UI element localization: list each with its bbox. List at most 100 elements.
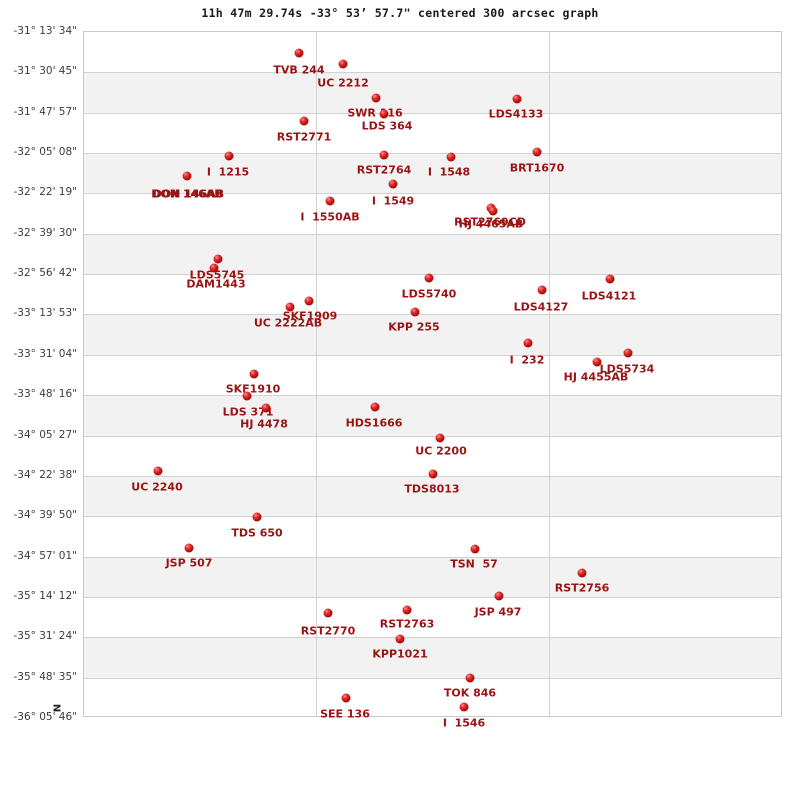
star-point[interactable] (592, 357, 602, 367)
star-point[interactable] (470, 544, 480, 554)
star-point[interactable] (379, 109, 389, 119)
star-label[interactable]: JSP 497 (474, 605, 522, 619)
star-point[interactable] (494, 591, 504, 601)
star-point[interactable] (523, 338, 533, 348)
star-label[interactable]: UC 2240 (131, 480, 183, 494)
star-point[interactable] (341, 693, 351, 703)
star-point[interactable] (395, 634, 405, 644)
star-point[interactable] (465, 673, 475, 683)
star-label[interactable]: LDS 364 (361, 119, 413, 133)
star-point[interactable] (209, 263, 219, 273)
star-point[interactable] (605, 274, 615, 284)
star-point[interactable] (424, 273, 434, 283)
star-point[interactable] (224, 151, 234, 161)
star-label[interactable]: HJ 4455AB (563, 370, 629, 384)
star-label[interactable]: RST2764 (356, 163, 412, 177)
star-point[interactable] (252, 512, 262, 522)
star-point[interactable] (184, 543, 194, 553)
band-row (84, 637, 781, 678)
star-label[interactable]: I 1546 (442, 716, 486, 730)
star-label[interactable]: TOK 846 (443, 686, 497, 700)
band-row (84, 556, 781, 597)
star-label[interactable]: RST2769CD (454, 215, 526, 229)
star-point[interactable] (153, 466, 163, 476)
grid-hline (84, 556, 781, 558)
star-point[interactable] (532, 147, 542, 157)
star-label[interactable]: RST2763 (379, 617, 435, 631)
star-label[interactable]: LDS5734 (599, 362, 655, 376)
star-label[interactable]: I 1549 (371, 194, 415, 208)
star-label[interactable]: SWR 116 (347, 106, 403, 120)
star-label[interactable]: KPP 255 (388, 320, 440, 334)
star-label[interactable]: I 1215 (206, 165, 250, 179)
decl-tick-label: -33° 31' 04" (13, 347, 77, 360)
grid-hline (84, 354, 781, 356)
star-label[interactable]: KPP1021 (372, 647, 428, 661)
star-label[interactable]: TDS8013 (404, 482, 460, 496)
star-label[interactable]: TVB 244 (273, 63, 325, 77)
star-label[interactable]: UC 2200 (415, 444, 467, 458)
decl-tick-label: -34° 05' 27" (13, 428, 77, 441)
star-label[interactable]: DAM1443 (186, 277, 246, 291)
star-point[interactable] (537, 285, 547, 295)
star-label[interactable]: HJ 4478 (240, 417, 288, 431)
star-point[interactable] (249, 369, 259, 379)
grid-hline (84, 193, 781, 195)
star-point[interactable] (410, 307, 420, 317)
band-row (84, 233, 781, 275)
star-label[interactable]: LDS4121 (581, 289, 637, 303)
star-label[interactable]: LDS5745 (189, 268, 245, 282)
star-label[interactable]: HJ 4465AB (458, 217, 524, 231)
star-point[interactable] (213, 254, 223, 264)
star-point[interactable] (488, 206, 498, 216)
grid-hline (84, 314, 781, 316)
star-point[interactable] (325, 196, 335, 206)
star-point[interactable] (182, 171, 192, 181)
star-point[interactable] (512, 94, 522, 104)
star-label[interactable]: LDS4133 (488, 107, 544, 121)
star-point[interactable] (459, 702, 469, 712)
star-point[interactable] (323, 608, 333, 618)
star-label[interactable]: LDS4127 (513, 300, 569, 314)
star-label[interactable]: SEE 136 (320, 707, 370, 721)
star-point[interactable] (623, 348, 633, 358)
star-label[interactable]: UC 2212 (317, 76, 369, 90)
star-point[interactable] (402, 605, 412, 615)
star-label[interactable]: I 1548 (427, 165, 471, 179)
star-point[interactable] (371, 93, 381, 103)
star-label[interactable]: LDS5740 (401, 287, 457, 301)
star-point[interactable] (428, 469, 438, 479)
star-point[interactable] (370, 402, 380, 412)
star-label[interactable]: I 1550AB (300, 210, 360, 224)
star-point[interactable] (285, 302, 295, 312)
star-label[interactable]: TSN 57 (450, 557, 498, 571)
star-label[interactable]: BRT1670 (509, 161, 565, 175)
star-point[interactable] (338, 59, 348, 69)
star-label[interactable]: SKF1910 (225, 382, 281, 396)
chart-title: 11h 47m 29.74s -33° 53’ 57.7" centered 3… (201, 6, 599, 20)
star-label[interactable]: JSP 507 (165, 556, 213, 570)
star-point[interactable] (446, 152, 456, 162)
decl-tick-label: -32° 39' 30" (13, 226, 77, 239)
star-label[interactable]: I 232 (509, 353, 545, 367)
star-point[interactable] (242, 391, 252, 401)
star-point[interactable] (261, 403, 271, 413)
star-label[interactable]: RST2756 (554, 581, 610, 595)
star-point[interactable] (379, 150, 389, 160)
star-point[interactable] (577, 568, 587, 578)
star-point[interactable] (435, 433, 445, 443)
star-point[interactable] (388, 179, 398, 189)
star-label[interactable]: RST2771 (276, 130, 332, 144)
star-point[interactable] (299, 116, 309, 126)
star-label[interactable]: SKF1909 (282, 309, 338, 323)
star-label[interactable]: UC 2222AB (253, 316, 323, 330)
star-point[interactable] (294, 48, 304, 58)
star-label[interactable]: HDS1666 (345, 416, 403, 430)
star-label[interactable]: RST2770 (300, 624, 356, 638)
star-point[interactable] (304, 296, 314, 306)
decl-tick-label: -34° 22' 38" (13, 468, 77, 481)
decl-tick-label: -31° 47' 57" (13, 105, 77, 118)
grid-vline (549, 32, 550, 716)
star-label[interactable]: DON 146AB (151, 187, 223, 201)
star-label[interactable]: TDS 650 (231, 526, 283, 540)
